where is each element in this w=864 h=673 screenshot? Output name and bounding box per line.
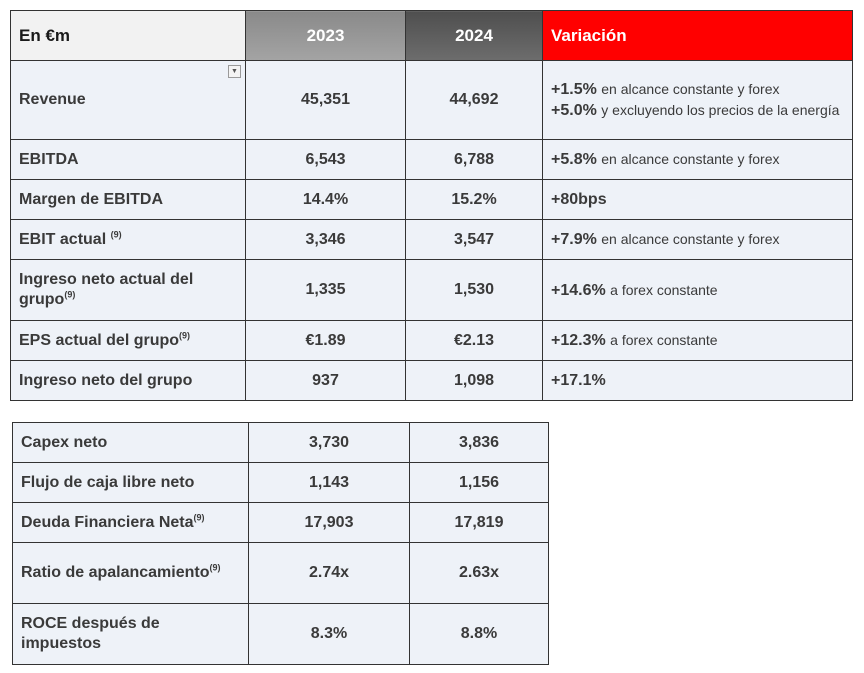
variation-note: a forex constante	[610, 281, 718, 298]
row-label: Ingreso neto del grupo	[10, 360, 246, 401]
variation-value: +14.6%	[551, 281, 606, 299]
row-label-text: Ratio de apalancamiento	[21, 564, 210, 581]
footnote-marker: (9)	[110, 229, 122, 240]
balance-metrics-table: Capex neto 3,730 3,836 Flujo de caja lib…	[12, 422, 549, 665]
value-2024: 6,788	[405, 139, 543, 180]
header-year-2024: 2024	[405, 10, 543, 61]
footnote-marker: (9)	[209, 562, 221, 573]
value-2024: 44,692	[405, 60, 543, 140]
value-2024: 1,156	[409, 462, 549, 503]
row-label: EBIT actual (9)	[10, 219, 246, 260]
table-row: Capex neto 3,730 3,836	[12, 422, 549, 463]
header-currency: En €m	[10, 10, 246, 61]
variation-note: y excluyendo los precios de la energía	[601, 102, 840, 118]
row-label: ROCE después de impuestos	[12, 603, 249, 665]
value-2024: 3,547	[405, 219, 543, 260]
row-label-text: Revenue	[19, 91, 86, 108]
header-row: En €m 2023 2024 Variación	[10, 10, 853, 61]
row-label: Flujo de caja libre neto	[12, 462, 249, 503]
financial-summary-table: En €m 2023 2024 Variación Revenue ▼ 45,3…	[10, 10, 853, 401]
header-year-2023: 2023	[245, 10, 406, 61]
footnote-marker: (9)	[64, 289, 76, 300]
row-label: Capex neto	[12, 422, 249, 463]
value-2024: 8.8%	[409, 603, 549, 665]
table-row: Ingreso neto actual del grupo(9) 1,335 1…	[10, 259, 853, 321]
row-label: Revenue ▼	[10, 60, 246, 140]
table-row: EPS actual del grupo(9) €1.89 €2.13 +12.…	[10, 320, 853, 361]
variation-value: +80bps	[551, 190, 607, 208]
variation-value: +1.5%	[551, 81, 597, 98]
row-label-text: Ingreso neto actual del grupo	[19, 271, 194, 308]
value-2024: €2.13	[405, 320, 543, 361]
variation-note: en alcance constante y forex	[601, 231, 780, 247]
table-row: Margen de EBITDA 14.4% 15.2% +80bps	[10, 179, 853, 220]
value-2023: 3,730	[248, 422, 410, 463]
value-2024: 17,819	[409, 502, 549, 543]
table-row: Ratio de apalancamiento(9) 2.74x 2.63x	[12, 542, 549, 604]
value-2023: 2.74x	[248, 542, 410, 604]
variation-cell: +12.3% a forex constante	[542, 320, 853, 361]
row-label: EPS actual del grupo(9)	[10, 320, 246, 361]
variation-value: +5.8%	[551, 151, 597, 168]
row-label: Margen de EBITDA	[10, 179, 246, 220]
header-variation: Variación	[542, 10, 853, 61]
value-2024: 15.2%	[405, 179, 543, 220]
variation-cell: +5.8% en alcance constante y forex	[542, 139, 853, 180]
variation-cell: +7.9% en alcance constante y forex	[542, 219, 853, 260]
table-row: ROCE después de impuestos 8.3% 8.8%	[12, 603, 549, 665]
table-row: EBITDA 6,543 6,788 +5.8% en alcance cons…	[10, 139, 853, 180]
footnote-marker: (9)	[193, 512, 205, 523]
value-2023: 1,335	[245, 259, 406, 321]
variation-value: +17.1%	[551, 371, 606, 389]
row-label: EBITDA	[10, 139, 246, 180]
table-row: EBIT actual (9) 3,346 3,547 +7.9% en alc…	[10, 219, 853, 260]
table-row: Ingreso neto del grupo 937 1,098 +17.1%	[10, 360, 853, 401]
value-2024: 2.63x	[409, 542, 549, 604]
value-2023: €1.89	[245, 320, 406, 361]
row-label-text: EBIT actual	[19, 230, 107, 248]
value-2024: 1,530	[405, 259, 543, 321]
row-label-text: Deuda Financiera Neta	[21, 513, 194, 531]
row-label: Ratio de apalancamiento(9)	[12, 542, 249, 604]
row-label: Deuda Financiera Neta(9)	[12, 502, 249, 543]
variation-cell: +1.5% en alcance constante y forex +5.0%…	[542, 60, 853, 140]
variation-value: +7.9%	[551, 231, 597, 248]
footnote-marker: (9)	[179, 330, 191, 341]
variation-value: +5.0%	[551, 102, 597, 119]
value-2023: 937	[245, 360, 406, 401]
row-label-text: EPS actual del grupo	[19, 331, 180, 349]
variation-note: a forex constante	[610, 332, 718, 348]
variation-cell: +80bps	[542, 179, 853, 220]
table-row: Deuda Financiera Neta(9) 17,903 17,819	[12, 502, 549, 543]
value-2023: 17,903	[248, 502, 410, 543]
value-2023: 6,543	[245, 139, 406, 180]
dropdown-arrow-icon[interactable]: ▼	[228, 65, 241, 78]
variation-value: +12.3%	[551, 332, 606, 349]
value-2023: 45,351	[245, 60, 406, 140]
variation-note: en alcance constante y forex	[601, 151, 780, 167]
value-2023: 1,143	[248, 462, 410, 503]
value-2024: 1,098	[405, 360, 543, 401]
variation-cell: +14.6% a forex constante	[542, 259, 853, 321]
row-label: Ingreso neto actual del grupo(9)	[10, 259, 246, 321]
table-row: Revenue ▼ 45,351 44,692 +1.5% en alcance…	[10, 60, 853, 140]
variation-note: en alcance constante y forex	[601, 81, 780, 97]
variation-cell: +17.1%	[542, 360, 853, 401]
value-2023: 8.3%	[248, 603, 410, 665]
value-2024: 3,836	[409, 422, 549, 463]
table-row: Flujo de caja libre neto 1,143 1,156	[12, 462, 549, 503]
value-2023: 14.4%	[245, 179, 406, 220]
value-2023: 3,346	[245, 219, 406, 260]
